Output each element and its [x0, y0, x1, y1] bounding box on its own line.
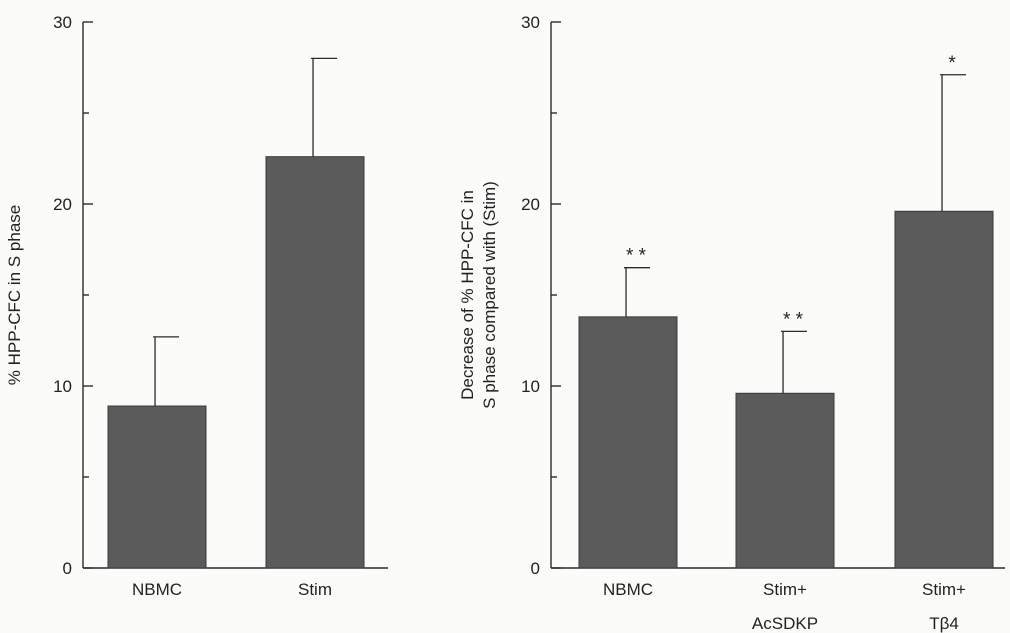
y-tick-label: 0	[531, 559, 540, 578]
y-tick-label: 30	[521, 13, 540, 32]
y-axis-title: S phase compared with (Stim)	[480, 181, 499, 409]
y-tick-label: 10	[521, 377, 540, 396]
significance-mark: * *	[626, 246, 647, 267]
bar	[735, 392, 835, 569]
category-label: AcSDKP	[752, 614, 818, 633]
y-tick-label: 30	[53, 13, 72, 32]
category-label: Stim	[298, 580, 332, 599]
bar	[894, 210, 994, 569]
y-tick-label: 20	[521, 195, 540, 214]
y-axis-title: % HPP-CFC in S phase	[5, 205, 24, 385]
y-axis-title: Decrease of % HPP-CFC in	[458, 190, 477, 400]
left-chart-panel: 0 10 20 30 % HPP-CFC in S phase NBMC Stim	[5, 13, 388, 599]
y-tick-label: 0	[63, 559, 72, 578]
category-label: Stim+	[763, 580, 807, 599]
bar	[578, 316, 678, 569]
bar	[265, 156, 365, 569]
category-label: NBMC	[603, 580, 653, 599]
y-tick-label: 20	[53, 195, 72, 214]
category-label: NBMC	[132, 580, 182, 599]
significance-mark: * *	[783, 309, 804, 330]
significance-mark: *	[948, 53, 956, 74]
bar	[107, 405, 207, 569]
category-label: Tβ4	[929, 614, 959, 633]
y-tick-label: 10	[53, 377, 72, 396]
right-chart-panel: 0 10 20 30 Decrease of % HPP-CFC in S phase c…	[458, 13, 1005, 633]
category-label: Stim+	[922, 580, 966, 599]
